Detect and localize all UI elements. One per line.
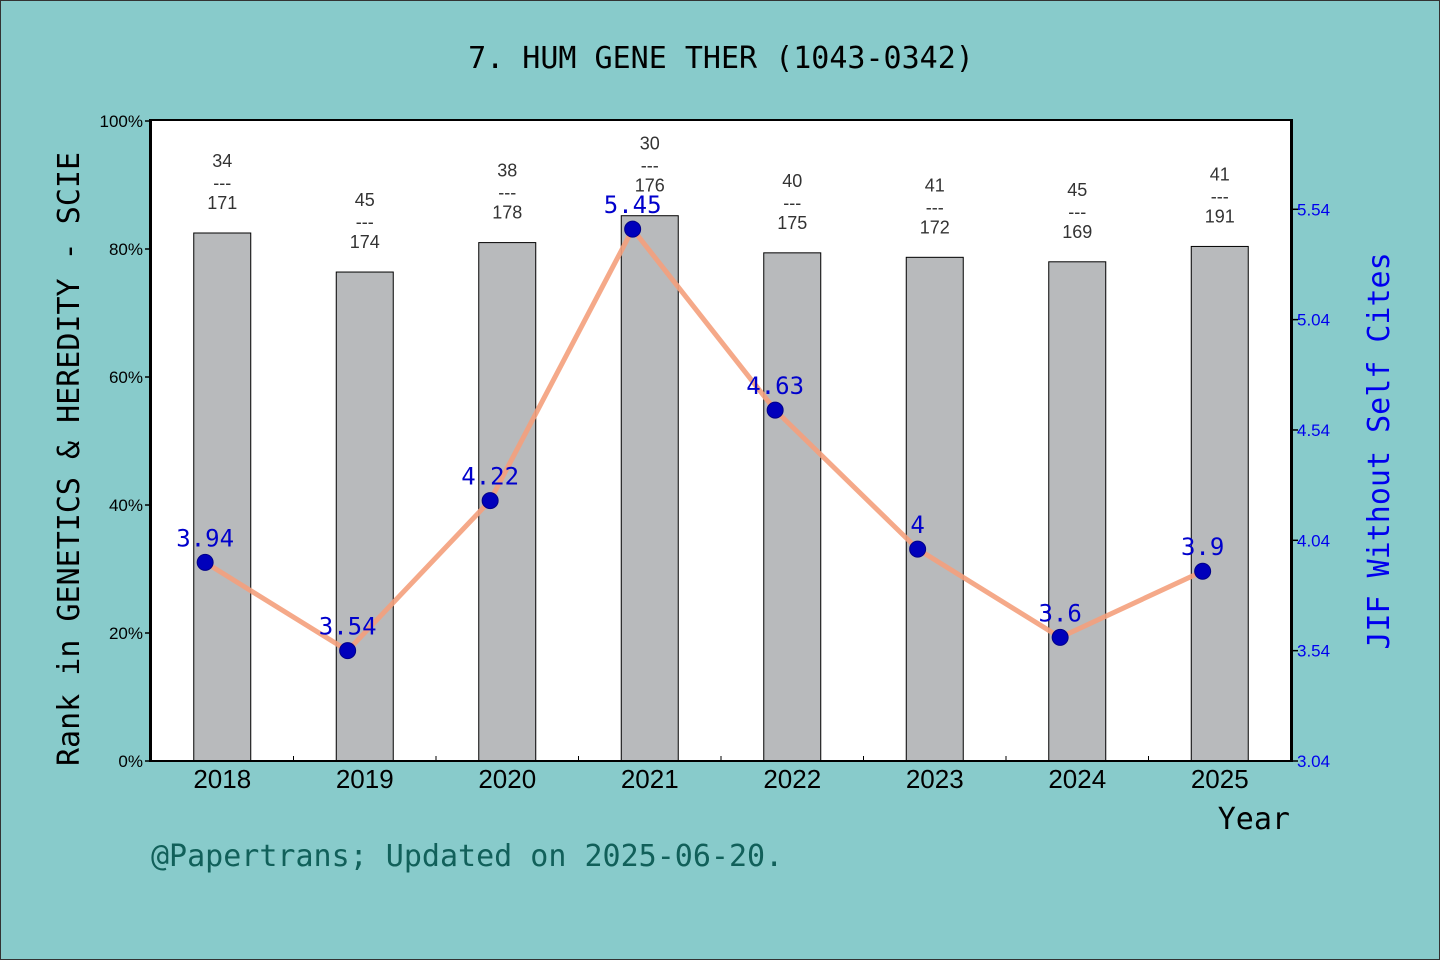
total-label-2023: 172	[920, 217, 950, 237]
y-left-tick-label: 0%	[118, 752, 143, 771]
footer-note: @Papertrans; Updated on 2025-06-20.	[151, 839, 783, 874]
jif-value-label-2022: 4.63	[746, 372, 804, 400]
jif-value-label-2021: 5.45	[604, 191, 662, 219]
bar-2023	[905, 256, 964, 762]
rank-separator-2022: ---	[783, 193, 801, 213]
jif-marker-2021	[624, 220, 642, 238]
rank-label-2024: 45	[1067, 180, 1087, 200]
y-right-tick-label: 5.54	[1297, 200, 1330, 219]
rank-label-2021: 30	[640, 134, 660, 154]
y-right-tick-label: 5.04	[1297, 311, 1330, 330]
jif-marker-2025	[1194, 562, 1212, 580]
bar-2024	[1048, 261, 1107, 762]
bar-2019	[335, 271, 394, 762]
rank-label-2023: 41	[925, 175, 945, 195]
bar-2025	[1190, 245, 1249, 762]
y-right-tick-label: 4.54	[1297, 421, 1330, 440]
rank-label-2022: 40	[782, 171, 802, 191]
rank-separator-2023: ---	[926, 197, 944, 217]
y-right-tick-label: 3.54	[1297, 642, 1330, 661]
total-label-2024: 169	[1062, 222, 1092, 242]
jif-marker-2022	[766, 401, 784, 419]
plot-area	[149, 119, 1293, 762]
rank-label-2019: 45	[355, 190, 375, 210]
x-tick-label-2024: 2024	[1048, 764, 1106, 794]
rank-label-2018: 34	[212, 151, 232, 171]
total-label-2022: 175	[777, 213, 807, 233]
rank-separator-2024: ---	[1068, 202, 1086, 222]
jif-value-label-2018: 3.94	[176, 524, 234, 552]
y-right-tick-label: 3.04	[1297, 752, 1330, 771]
rank-label-2020: 38	[497, 161, 517, 181]
rank-label-2025: 41	[1210, 164, 1230, 184]
y-axis-left-label: Rank in GENETICS & HEREDITY - SCIE	[52, 152, 87, 766]
x-axis-label: Year	[1218, 802, 1290, 837]
y-right-tick-label: 4.04	[1297, 531, 1330, 550]
bars-layer	[193, 215, 1249, 762]
x-tick-label-2020: 2020	[478, 764, 536, 794]
x-tick-label-2021: 2021	[621, 764, 679, 794]
jif-marker-2019	[339, 642, 357, 660]
line-layer	[196, 220, 1212, 660]
x-tick-label-2025: 2025	[1191, 764, 1249, 794]
jif-value-label-2019: 3.54	[319, 613, 377, 641]
y-left-tick-label: 60%	[109, 368, 143, 387]
total-label-2019: 174	[350, 232, 380, 252]
y-left-tick-label: 40%	[109, 496, 143, 515]
jif-marker-2024	[1051, 628, 1069, 646]
total-label-2021: 176	[635, 176, 665, 196]
y-left-tick-label: 20%	[109, 624, 143, 643]
y-left-tick-label: 80%	[109, 240, 143, 259]
x-tick-label-2023: 2023	[906, 764, 964, 794]
jif-marker-2018	[196, 553, 214, 571]
bar-2018	[193, 232, 252, 762]
rank-separator-2020: ---	[498, 183, 516, 203]
y-left-tick-label: 100%	[100, 112, 143, 131]
rank-separator-2019: ---	[356, 212, 374, 232]
jif-line	[203, 226, 1204, 654]
axes-layer: 0% 20% 40% 60% 80% 100% 3.04 3.54 4.04 4.54 5.04 5.…	[100, 112, 1331, 794]
y-axis-right-label: JIF Without Self Cites	[1362, 252, 1397, 649]
rank-separator-2018: ---	[213, 173, 231, 193]
jif-value-label-2020: 4.22	[461, 463, 519, 491]
chart-title: 7. HUM GENE THER (1043-0342)	[468, 41, 974, 76]
x-tick-label-2022: 2022	[763, 764, 821, 794]
total-label-2018: 171	[207, 193, 237, 213]
jif-value-label-2023: 4	[910, 511, 924, 539]
jif-value-label-2025: 3.9	[1181, 533, 1224, 561]
x-tick-label-2018: 2018	[193, 764, 251, 794]
jif-marker-2023	[909, 540, 927, 558]
bar-2022	[763, 252, 822, 762]
jif-marker-2020	[481, 492, 499, 510]
rank-separator-2021: ---	[641, 156, 659, 176]
jif-value-label-2024: 3.6	[1038, 599, 1081, 627]
total-label-2025: 191	[1205, 206, 1235, 226]
rank-separator-2025: ---	[1211, 186, 1229, 206]
total-label-2020: 178	[492, 203, 522, 223]
bar-2021	[620, 215, 679, 762]
x-tick-label-2019: 2019	[336, 764, 394, 794]
